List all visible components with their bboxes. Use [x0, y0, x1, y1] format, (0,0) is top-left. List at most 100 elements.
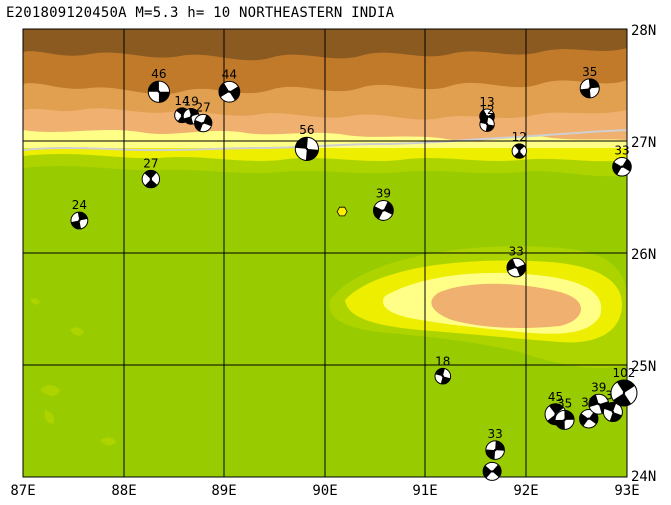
focal-mechanism[interactable]: 45 — [544, 390, 567, 426]
compressional-quadrant — [580, 88, 591, 98]
plateau-sand — [431, 283, 582, 328]
compressional-quadrant — [77, 212, 88, 221]
focal-mechanism[interactable]: 24 — [70, 198, 89, 230]
compressional-quadrant — [373, 206, 384, 220]
beachball-center — [305, 147, 309, 151]
depth-label: 33 — [509, 244, 524, 258]
compressional-quadrant — [621, 158, 632, 172]
focal-mechanism[interactable]: 33 — [506, 244, 527, 278]
beachball-center — [490, 470, 494, 473]
compressional-quadrant — [144, 170, 157, 180]
depth-label: 33 — [614, 143, 629, 157]
focal-mechanism[interactable]: 56 — [294, 123, 319, 161]
beachball-center — [622, 391, 626, 395]
depth-label: 18 — [435, 354, 450, 368]
lat-label: 27N — [631, 135, 656, 151]
focal-mechanism[interactable]: 12 — [511, 130, 527, 159]
depth-label: 12 — [512, 130, 527, 144]
compressional-quadrant — [383, 201, 394, 215]
beachball-center — [228, 90, 231, 93]
compressional-quadrant — [514, 151, 525, 159]
epicenter-marker — [336, 206, 348, 217]
depth-label: 39 — [591, 380, 606, 394]
focal-mechanism[interactable]: 44 — [218, 67, 241, 103]
compressional-quadrant — [492, 464, 502, 478]
compressional-quadrant — [564, 410, 575, 420]
compressional-quadrant — [555, 419, 565, 430]
beachball-center — [149, 177, 153, 181]
focal-mechanism[interactable]: 27 — [141, 156, 161, 189]
compressional-quadrant — [148, 81, 159, 92]
compressional-quadrant — [483, 465, 493, 479]
compressional-quadrant — [176, 107, 187, 116]
compressional-quadrant — [516, 264, 526, 277]
focal-mechanism[interactable]: 19 — [182, 94, 200, 125]
focal-mechanism[interactable]: 35 — [579, 65, 600, 99]
compressional-quadrant — [188, 108, 199, 117]
beachball-center — [515, 266, 518, 269]
depth-label: 27 — [143, 156, 158, 170]
compressional-quadrant — [145, 179, 158, 188]
depth-label: 56 — [299, 123, 314, 137]
compressional-quadrant — [295, 137, 308, 149]
compressional-quadrant — [480, 116, 489, 125]
lon-label: 92E — [513, 483, 538, 499]
beachball-center — [597, 403, 601, 406]
depth-label: 12 — [479, 103, 494, 117]
lat-label: 28N — [631, 23, 656, 39]
lon-label: 93E — [614, 483, 639, 499]
compressional-quadrant — [495, 440, 505, 451]
compressional-quadrant — [616, 379, 635, 393]
lon-label: 90E — [312, 483, 337, 499]
depth-label: 39 — [376, 187, 391, 201]
beachball-center — [518, 149, 521, 153]
compressional-quadrant — [229, 86, 240, 101]
focal-mechanism[interactable]: 102 — [610, 366, 638, 407]
depth-label: 45 — [548, 390, 563, 404]
compressional-quadrant — [203, 115, 212, 127]
compressional-quadrant — [440, 376, 451, 384]
focal-mechanism[interactable]: 35 — [554, 396, 575, 430]
lat-label: 26N — [631, 247, 656, 263]
beachball-center — [563, 418, 566, 422]
depth-label: 19 — [183, 94, 198, 108]
beachball-center — [382, 209, 385, 212]
depth-label: 13 — [479, 95, 494, 109]
compressional-quadrant — [218, 82, 230, 98]
focal-mechanism[interactable]: 18 — [434, 354, 452, 385]
lon-label: 91E — [412, 483, 437, 499]
compressional-quadrant — [485, 449, 496, 460]
compressional-quadrant — [588, 411, 598, 425]
focal-mechanism[interactable]: 33 — [612, 143, 632, 177]
beachball-center — [611, 410, 615, 414]
focal-mechanism[interactable]: 46 — [147, 67, 170, 103]
lat-label: 24N — [631, 469, 656, 485]
lon-label: 89E — [211, 483, 236, 499]
compressional-quadrant — [549, 403, 564, 415]
compressional-quadrant — [506, 258, 517, 271]
map-title: E201809120450A M=5.3 h= 10 NORTHEASTERN … — [6, 5, 395, 21]
lon-label: 87E — [10, 483, 35, 499]
focal-mechanism[interactable] — [482, 461, 502, 481]
beachball-center — [620, 165, 624, 168]
beachball-center — [189, 115, 193, 118]
compressional-quadrant — [604, 402, 617, 413]
lat-label: 25N — [631, 359, 656, 375]
graticule — [22, 28, 628, 478]
focal-mechanism[interactable]: 12 — [479, 103, 495, 132]
compressional-quadrant — [612, 162, 622, 175]
compressional-quadrant — [71, 220, 81, 229]
beachball-center — [587, 417, 590, 420]
depth-label: 44 — [222, 67, 237, 81]
depth-label: 14 — [174, 94, 189, 108]
beachball-center — [441, 375, 444, 378]
compressional-quadrant — [305, 148, 319, 161]
depth-label: 27 — [196, 100, 211, 114]
beachball-center — [157, 90, 161, 93]
lat-axis-labels: 28N 27N 26N 25N 24N — [631, 23, 656, 485]
compressional-quadrant — [588, 78, 600, 89]
focal-mechanism[interactable]: 39 — [372, 187, 394, 221]
focal-mechanism[interactable]: 27 — [193, 100, 213, 133]
compressional-quadrant — [609, 412, 622, 422]
focal-mechanism[interactable]: 33 — [485, 427, 505, 460]
